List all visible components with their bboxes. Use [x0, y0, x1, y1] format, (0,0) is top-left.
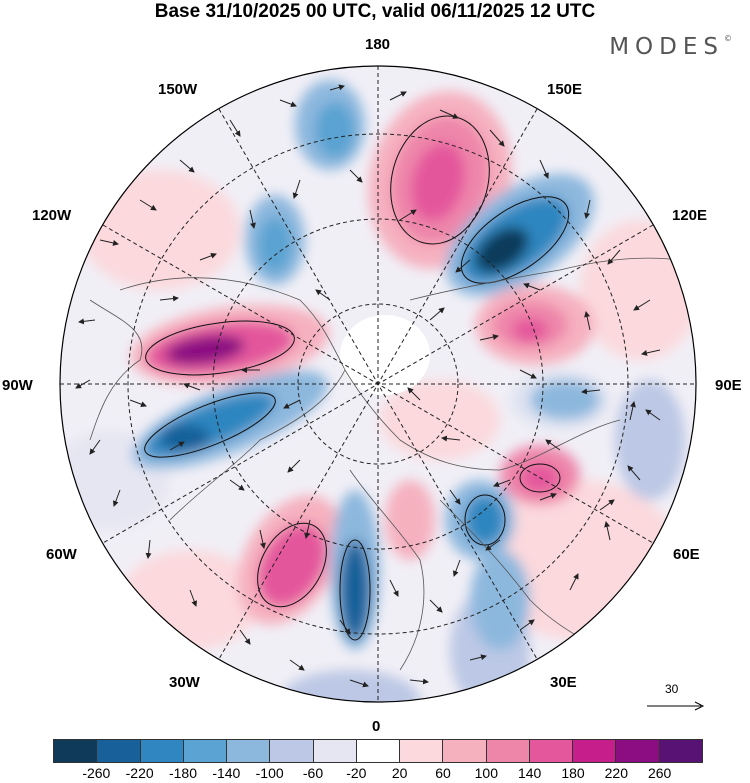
map-title: Base 31/10/2025 00 UTC, valid 06/11/2025… — [154, 1, 596, 22]
lon-label-120w: 120W — [32, 207, 72, 224]
colorbar-swatch — [529, 740, 574, 762]
colorbar-labels: -260 -220 -180 -140 -100 -60 -20 20 60 100 140 180 2… — [53, 765, 703, 783]
colorbar-swatch — [659, 740, 703, 762]
map-boundary — [59, 65, 697, 703]
colorbar-label: 180 — [561, 765, 585, 781]
modes-logo: MODES© — [609, 34, 732, 60]
colorbar-swatch — [616, 740, 660, 762]
colorbar-label: 140 — [517, 765, 542, 781]
colorbar-swatch — [270, 740, 314, 762]
colorbar-label: 20 — [391, 765, 408, 781]
lon-label-0: 0 — [372, 718, 381, 735]
colorbar-label: 260 — [647, 765, 672, 781]
colorbar-label: -180 — [168, 765, 198, 781]
colorbar-swatch — [53, 740, 98, 762]
colorbar-swatch — [97, 740, 141, 762]
lon-label-60e: 60E — [673, 546, 700, 563]
colorbar-swatch — [313, 740, 357, 762]
lon-label-60w: 60W — [46, 546, 77, 563]
colorbar-swatch — [573, 740, 617, 762]
brand-text: MODES — [609, 34, 724, 60]
colorbar-swatch — [227, 740, 271, 762]
colorbar-label: -220 — [125, 765, 154, 781]
lon-label-30e: 30E — [550, 674, 577, 691]
colorbar-swatch — [140, 740, 184, 762]
copyright-mark: © — [724, 34, 732, 43]
colorbar-label: 60 — [435, 765, 451, 781]
colorbar-swatch — [183, 740, 228, 762]
vector-reference-arrow — [647, 701, 705, 711]
wind-vectors — [75, 84, 661, 688]
lon-label-90e: 90E — [715, 377, 742, 394]
colorbar-label: -100 — [255, 765, 284, 781]
vector-reference-value: 30 — [665, 682, 679, 696]
colorbar-label: -260 — [82, 765, 111, 781]
colorbar-label: 100 — [474, 765, 499, 781]
colorbar-swatch — [400, 740, 444, 762]
colorbar-label: 220 — [604, 765, 629, 781]
colorbar-label: -60 — [302, 765, 324, 781]
coastlines — [89, 257, 681, 671]
lon-label-30w: 30W — [169, 674, 200, 691]
lon-label-180: 180 — [365, 36, 391, 53]
pole-region — [340, 315, 430, 395]
colorbar-swatch — [443, 740, 487, 762]
lon-label-150e: 150E — [547, 81, 583, 98]
colorbar-label: -20 — [346, 765, 367, 781]
lon-label-120e: 120E — [672, 207, 708, 224]
colorbar-swatch — [486, 740, 530, 762]
lon-label-150w: 150W — [158, 81, 198, 98]
colorbar-swatch — [356, 740, 401, 762]
colorbar-label: -140 — [212, 765, 241, 781]
vector-reference: 30 — [645, 682, 705, 722]
graticule — [60, 66, 696, 702]
lon-label-90w: 90W — [2, 377, 33, 394]
colorbar — [53, 739, 703, 763]
